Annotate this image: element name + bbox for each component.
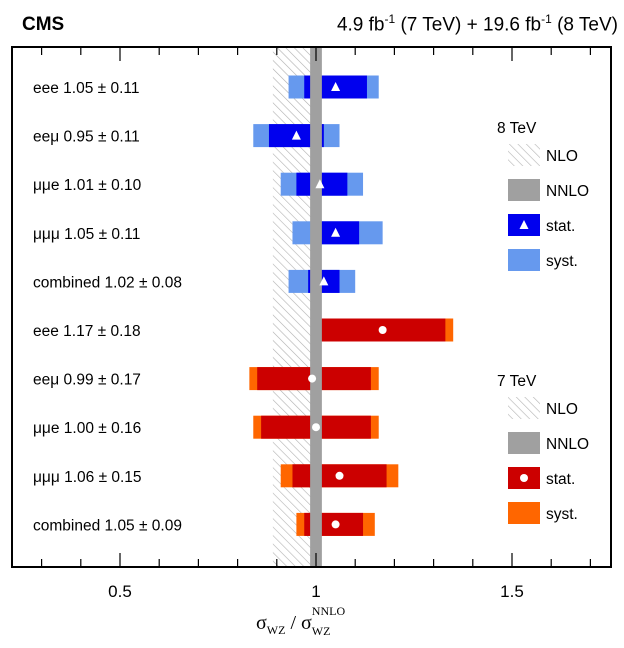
- value-marker-circle: [378, 326, 387, 334]
- x-tick-label: 1.5: [500, 582, 524, 601]
- energy-7tev: (7 TeV) +: [400, 14, 484, 36]
- lumi-unit-8: fb: [525, 14, 542, 36]
- luminosity-label: 4.9 fb-1 (7 TeV) + 19.6 fb-1 (8 TeV): [337, 12, 618, 36]
- lumi-unit-7: fb: [368, 14, 385, 36]
- xlabel-sub-2: WZ: [311, 624, 331, 639]
- value-marker-triangle: [331, 227, 341, 237]
- measurement-label: combined 1.02 ± 0.08: [33, 274, 182, 291]
- value-marker-triangle: [331, 82, 341, 91]
- legend-label: NLO: [546, 148, 578, 165]
- legend-swatch-nnlo: [508, 179, 540, 201]
- x-axis-label: σWZ / σ NNLO WZ: [256, 604, 346, 638]
- measurement-label: μμe 1.01 ± 0.10: [33, 177, 142, 194]
- value-marker-triangle: [291, 130, 301, 140]
- xlabel-sup-2: NNLO: [311, 604, 346, 619]
- measurement-label: μμe 1.00 ± 0.16: [33, 420, 141, 437]
- legend-label: NNLO: [546, 436, 589, 453]
- value-marker-triangle: [319, 276, 329, 286]
- xlabel-supsub: NNLO WZ: [312, 604, 346, 638]
- legend-swatch-nnlo: [508, 432, 540, 454]
- legend-label: stat.: [546, 471, 575, 488]
- legend-label: syst.: [546, 506, 578, 523]
- xlabel-slash: /: [285, 612, 301, 634]
- legend-marker-triangle: [519, 220, 529, 229]
- legend-label: syst.: [546, 253, 578, 270]
- legend-title: 7 TeV: [497, 373, 537, 390]
- legend-swatch-syst8: [508, 249, 540, 271]
- energy-8tev: (8 TeV): [557, 14, 618, 36]
- x-tick-label: 0.5: [108, 582, 132, 601]
- legend-title: 8 TeV: [497, 120, 537, 137]
- nnlo-band: [310, 47, 322, 567]
- plot-frame: [11, 46, 612, 568]
- measurement-label: μμμ 1.06 ± 0.15: [33, 469, 142, 486]
- measurement-label: combined 1.05 ± 0.09: [33, 517, 182, 534]
- legend-swatch-nlo: [508, 397, 540, 419]
- legend-label: NLO: [546, 401, 578, 418]
- x-tick-label: 1: [311, 582, 320, 601]
- value-marker-circle: [335, 471, 344, 480]
- legend-label: stat.: [546, 218, 575, 235]
- lumi-exp-7: -1: [384, 12, 396, 26]
- value-marker-triangle: [315, 179, 325, 189]
- legend-swatch-nlo: [508, 144, 540, 166]
- value-marker-circle: [331, 520, 340, 529]
- legend-swatch-syst7: [508, 502, 540, 524]
- legend-marker-circle: [520, 474, 528, 482]
- lumi-8tev: 19.6: [483, 14, 520, 36]
- value-marker-circle: [312, 423, 320, 432]
- measurement-label: eeμ 0.99 ± 0.17: [33, 372, 141, 389]
- experiment-label: CMS: [22, 14, 65, 35]
- lumi-7tev: 4.9: [336, 14, 364, 36]
- measurement-label: μμμ 1.05 ± 0.11: [33, 226, 140, 243]
- measurement-label: eee 1.17 ± 0.18: [33, 323, 141, 340]
- xlabel-sub-1: WZ: [266, 623, 286, 637]
- measurement-label: eee 1.05 ± 0.11: [33, 80, 139, 97]
- xlabel-sigma-1: σ: [256, 612, 267, 634]
- lumi-exp-8: -1: [541, 12, 552, 26]
- legend-label: NNLO: [546, 183, 589, 200]
- xlabel-sigma-2: σ: [301, 612, 312, 634]
- measurement-label: eeμ 0.95 ± 0.11: [33, 129, 140, 146]
- value-marker-circle: [308, 374, 317, 383]
